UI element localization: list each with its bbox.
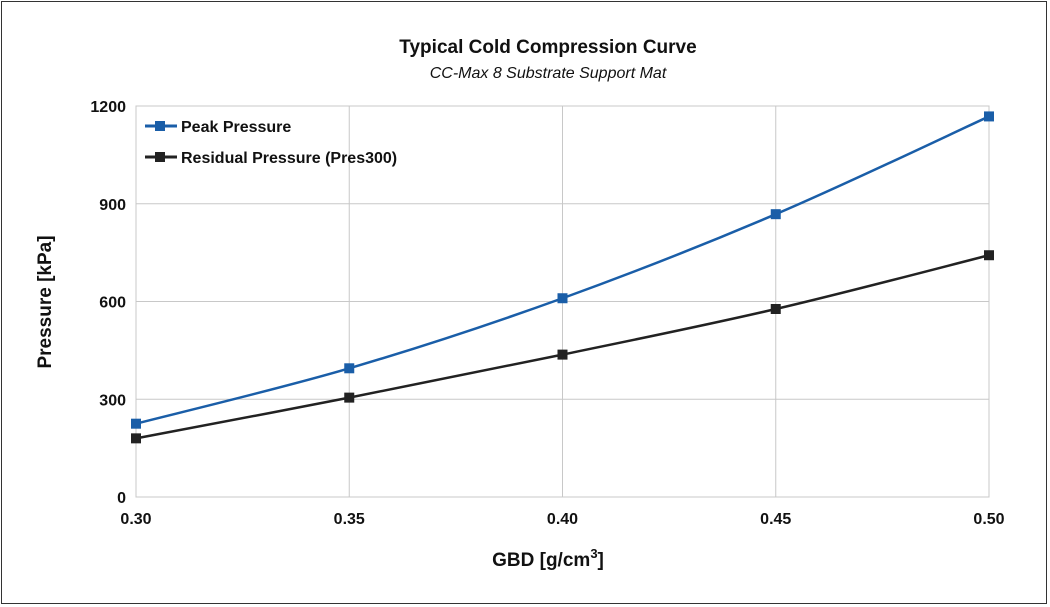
x-tick-label: 0.45 <box>760 511 791 528</box>
chart-subtitle: CC-Max 8 Substrate Support Mat <box>430 65 667 82</box>
x-tick-label: 0.50 <box>973 511 1004 528</box>
x-axis-label-main: GBD [g/cm <box>492 550 590 571</box>
x-tick-label: 0.40 <box>547 511 578 528</box>
data-point <box>344 392 355 403</box>
y-tick-label: 1200 <box>90 99 126 116</box>
y-axis-label: Pressure [kPa] <box>35 235 56 368</box>
y-tick-label: 0 <box>117 490 126 507</box>
y-tick-label: 300 <box>99 392 126 409</box>
data-point <box>984 250 994 261</box>
legend-marker-1 <box>155 152 165 162</box>
y-tick-label: 900 <box>99 197 126 214</box>
data-point <box>131 433 141 444</box>
plot-area <box>135 105 990 498</box>
chart-title: Typical Cold Compression Curve <box>399 37 696 58</box>
y-tick-label: 600 <box>99 295 126 312</box>
x-axis-label-suffix: ] <box>598 550 604 571</box>
y-tick-labels: 0 300 600 900 1200 <box>90 99 126 507</box>
x-axis-label-superscript: 3 <box>590 546 597 561</box>
legend: Peak Pressure Residual Pressure (Pres300) <box>145 119 397 167</box>
data-point <box>770 303 781 314</box>
legend-marker-0 <box>155 121 165 131</box>
data-point <box>557 293 568 304</box>
x-tick-label: 0.30 <box>120 511 151 528</box>
data-point <box>770 209 781 220</box>
x-axis-label: GBD [g/cm3] <box>492 546 604 571</box>
data-point <box>557 349 568 360</box>
legend-label-1: Residual Pressure (Pres300) <box>181 150 397 167</box>
data-point <box>131 418 141 429</box>
data-point <box>344 363 355 374</box>
series-layer <box>131 111 994 444</box>
x-tick-labels: 0.30 0.35 0.40 0.45 0.50 <box>120 511 1004 528</box>
legend-label-0: Peak Pressure <box>181 119 291 136</box>
x-tick-label: 0.35 <box>334 511 365 528</box>
data-point <box>984 111 994 122</box>
